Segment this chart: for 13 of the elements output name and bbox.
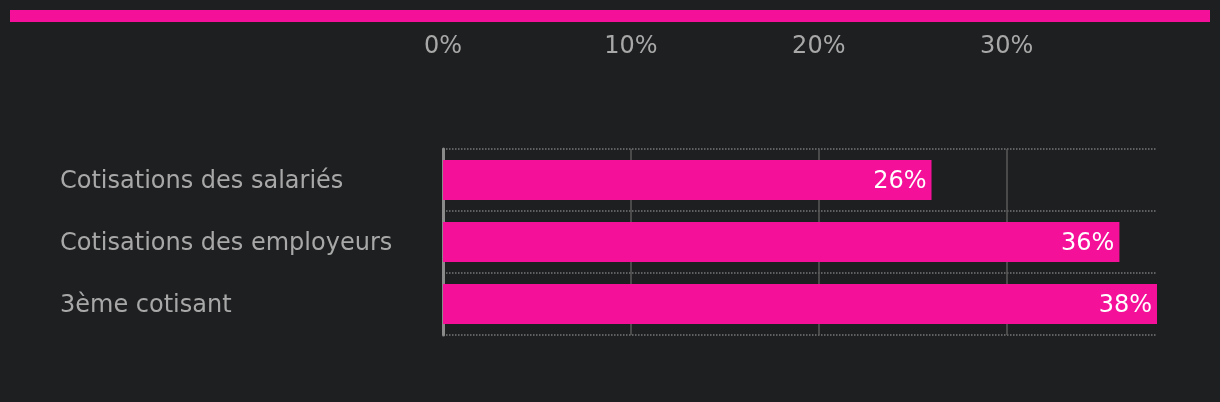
bar [443,284,1157,324]
x-tick-label: 30% [980,31,1034,59]
y-tick-label: Cotisations des employeurs [60,228,393,256]
x-tick-label: 20% [792,31,846,59]
x-tick-label: 10% [604,31,658,59]
bar [443,160,932,200]
y-tick-label: 3ème cotisant [60,290,232,318]
bar [443,222,1120,262]
y-tick-label: Cotisations des salariés [60,166,344,194]
data-label: 38% [1098,290,1152,318]
x-tick-label: 0% [423,31,463,59]
data-label: 36% [1061,228,1115,256]
data-label: 26% [873,166,927,194]
